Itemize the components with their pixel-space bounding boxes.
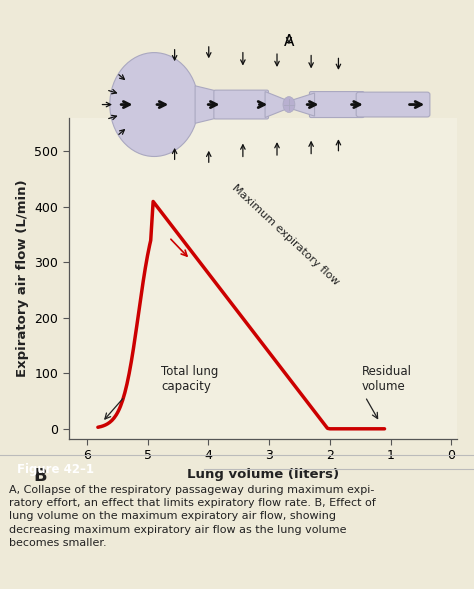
X-axis label: Lung volume (liters): Lung volume (liters) [187, 468, 339, 481]
Ellipse shape [110, 52, 199, 157]
Text: Total lung
capacity: Total lung capacity [161, 365, 219, 393]
Polygon shape [195, 86, 219, 123]
Text: Figure 42–1: Figure 42–1 [17, 463, 94, 476]
Text: A: A [284, 34, 294, 49]
Polygon shape [265, 91, 289, 118]
Text: Maximum expiratory flow: Maximum expiratory flow [230, 183, 341, 287]
Y-axis label: Expiratory air flow (L/min): Expiratory air flow (L/min) [16, 180, 29, 377]
FancyBboxPatch shape [214, 90, 268, 119]
FancyBboxPatch shape [310, 91, 364, 118]
Text: B: B [34, 466, 47, 485]
FancyBboxPatch shape [356, 92, 430, 117]
Ellipse shape [283, 97, 295, 112]
Text: A, Collapse of the respiratory passageway during maximum expi-
ratory effort, an: A, Collapse of the respiratory passagewa… [9, 485, 376, 548]
Polygon shape [289, 93, 315, 116]
Text: Residual
volume: Residual volume [362, 365, 411, 393]
